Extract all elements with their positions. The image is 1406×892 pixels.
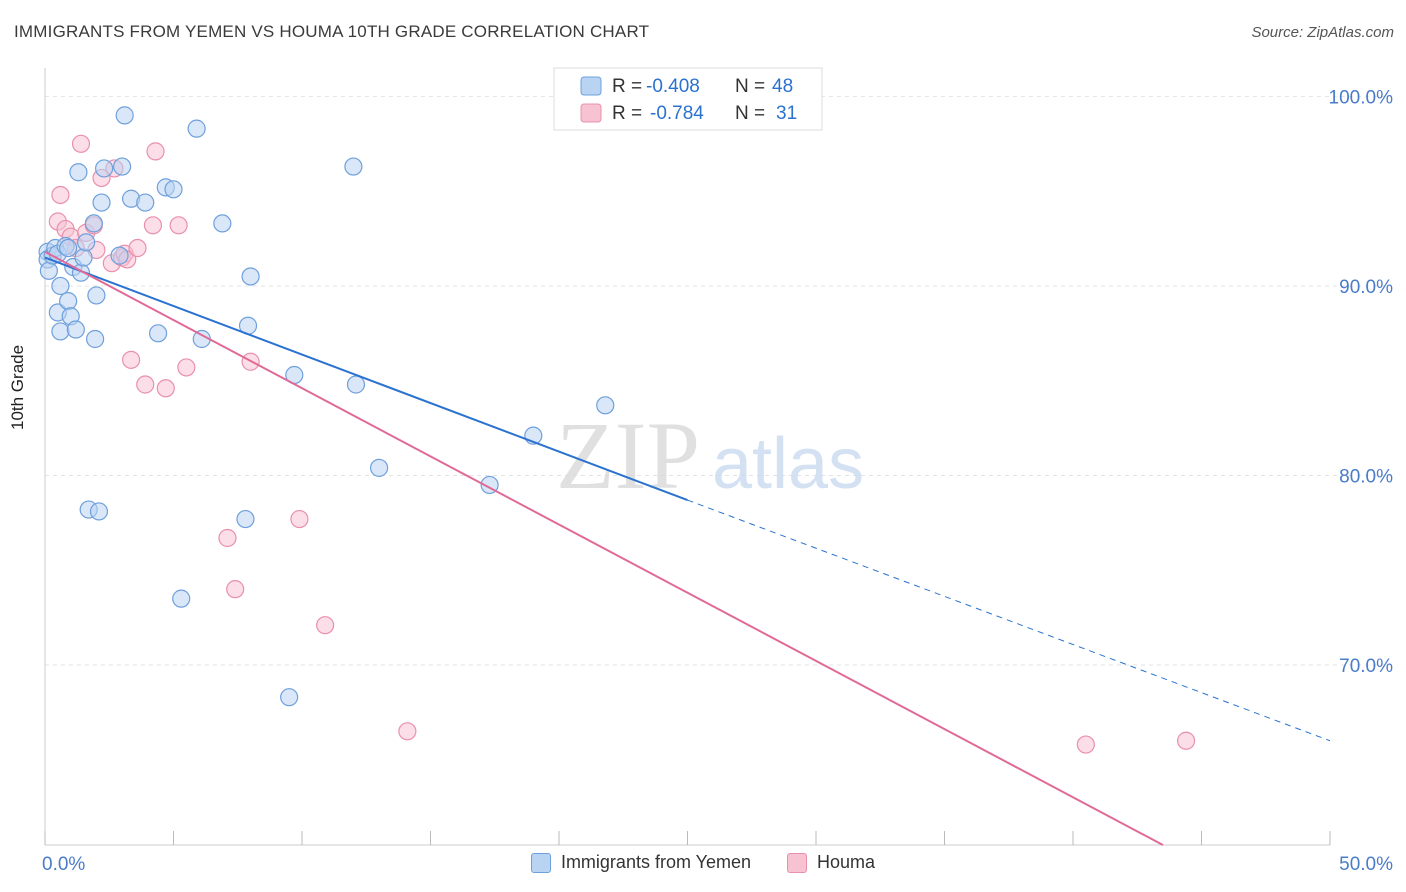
tick-labels: 70.0% 80.0% 90.0% 100.0% 0.0% 50.0%: [42, 87, 1393, 875]
legend-item-houma: Houma: [787, 852, 875, 873]
yemen-point: [344, 157, 363, 176]
legend-label-houma: Houma: [817, 852, 876, 872]
watermark-atlas: atlas: [712, 424, 864, 504]
yemen-point: [172, 589, 191, 608]
yemen-point: [92, 193, 111, 212]
houma-point: [71, 134, 91, 153]
houma-point: [1176, 731, 1196, 750]
yemen-point: [148, 324, 168, 343]
yemen-point: [187, 119, 206, 138]
houma-point: [136, 375, 155, 394]
yemen-point: [59, 238, 78, 258]
houma-point: [398, 722, 417, 741]
yemen-point: [51, 322, 70, 341]
y-axis-label: 10th Grade: [8, 344, 27, 430]
gridlines: [45, 95, 1392, 666]
houma-point: [226, 580, 245, 599]
yemen-point: [89, 502, 109, 521]
chart-title: IMMIGRANTS FROM YEMEN VS HOUMA 10TH GRAD…: [14, 22, 650, 41]
legend-swatch-houma: [787, 852, 808, 873]
yemen-point: [86, 329, 105, 349]
legend-r-value-1: -0.408: [646, 76, 700, 97]
legend-r-label-1: R =: [612, 76, 642, 97]
houma-point: [156, 379, 175, 398]
zipatlas-watermark: ZIP atlas: [556, 402, 864, 509]
houma-point: [146, 142, 165, 161]
yemen-point: [596, 396, 615, 415]
correlation-legend: R = -0.408 N = 48 R = -0.784 N = 31: [553, 67, 823, 131]
houma-point: [121, 350, 141, 369]
legend-r-value-2: -0.784: [650, 103, 704, 124]
yemen-point: [241, 267, 260, 286]
yemen-point: [84, 214, 103, 233]
axes: [44, 68, 1331, 846]
series-legend: Immigrants from Yemen Houma: [0, 852, 1406, 873]
legend-label-yemen: Immigrants from Yemen: [560, 852, 752, 872]
legend-n-label-2: N =: [735, 103, 765, 124]
yemen-point: [59, 292, 78, 311]
houma-point: [316, 616, 335, 635]
yemen-point: [39, 261, 58, 280]
yemen-trendline: [44, 256, 688, 502]
yemen-point: [236, 509, 255, 529]
yemen-point: [77, 233, 96, 252]
yemen-trendline-extension: [687, 499, 1331, 742]
yemen-point: [69, 163, 88, 182]
yemen-point: [95, 159, 114, 178]
yemen-point: [213, 214, 232, 233]
houma-point: [51, 185, 70, 205]
yemen-point: [280, 688, 299, 707]
houma-point: [128, 238, 147, 258]
yemen-point: [110, 246, 129, 265]
yemen-point: [346, 375, 366, 394]
houma-point: [177, 358, 196, 377]
yemen-point: [66, 320, 85, 339]
legend-swatch-blue: [580, 76, 602, 96]
source-label: Source: ZipAtlas.com: [1251, 24, 1394, 41]
legend-swatch-yemen: [530, 852, 551, 873]
yemen-point: [370, 458, 389, 477]
legend-swatch-pink: [580, 103, 602, 123]
y-tick-label: 70.0%: [1339, 656, 1393, 677]
trendlines: [44, 250, 1331, 846]
yemen-point: [115, 106, 134, 125]
yemen-point: [112, 157, 132, 176]
y-tick-label: 80.0%: [1339, 466, 1393, 487]
yemen-point: [164, 180, 183, 199]
houma-point: [169, 216, 188, 235]
legend-n-value-1: 48: [772, 76, 793, 97]
x-tick-label-max: 50.0%: [1339, 854, 1393, 875]
yemen-point: [136, 193, 155, 212]
watermark-zip: ZIP: [556, 402, 700, 509]
yemen-point: [74, 248, 93, 267]
yemen-points: [38, 106, 615, 707]
houma-point: [218, 528, 237, 548]
houma-point: [1076, 735, 1095, 754]
y-tick-label: 100.0%: [1329, 87, 1394, 108]
legend-n-label-1: N =: [735, 76, 765, 97]
x-tick-label-min: 0.0%: [42, 854, 85, 875]
houma-point: [290, 509, 309, 529]
yemen-point: [87, 286, 106, 305]
houma-trendline: [44, 250, 1164, 846]
yemen-point: [51, 276, 70, 296]
legend-r-label-2: R =: [612, 103, 642, 124]
legend-item-yemen: Immigrants from Yemen: [530, 852, 752, 873]
y-tick-label: 90.0%: [1339, 277, 1393, 298]
houma-point: [143, 216, 163, 235]
legend-n-value-2: 31: [776, 103, 797, 124]
